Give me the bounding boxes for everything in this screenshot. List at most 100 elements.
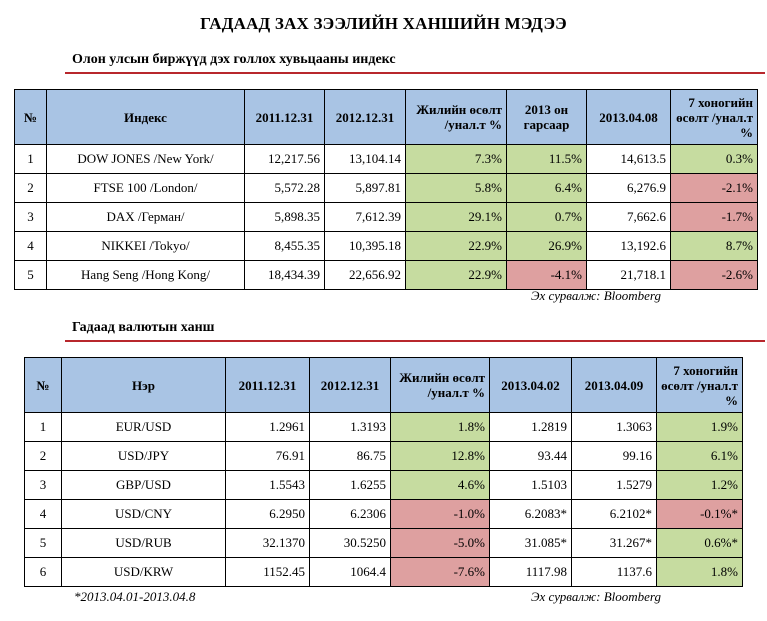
col-header-weekly: 7 хоногийн өсөлт /унал.т %	[656, 357, 743, 413]
value-date1: 93.44	[489, 441, 572, 471]
value-2011: 5,898.35	[244, 202, 325, 232]
row-no: 1	[24, 412, 62, 442]
yoy-change: 4.6%	[390, 470, 490, 500]
value-2011: 18,434.39	[244, 260, 325, 290]
current-value: 21,718.1	[586, 260, 671, 290]
table-row: 6 USD/KRW 1152.45 1064.4 -7.6% 1117.98 1…	[24, 557, 743, 587]
value-date2: 1.5279	[571, 470, 657, 500]
weekly-change: -2.6%	[670, 260, 758, 290]
weekly-change: -0.1%*	[656, 499, 743, 529]
index-name: DOW JONES /New York/	[46, 144, 245, 174]
row-no: 3	[24, 470, 62, 500]
indices-heading-rule	[65, 72, 765, 74]
value-2012: 5,897.81	[324, 173, 406, 203]
weekly-change: 0.6%*	[656, 528, 743, 558]
weekly-change: 0.3%	[670, 144, 758, 174]
value-2011: 5,572.28	[244, 173, 325, 203]
value-date1: 31.085*	[489, 528, 572, 558]
yoy-change: 1.8%	[390, 412, 490, 442]
row-no: 4	[14, 231, 47, 261]
indices-header-row: № Индекс 2011.12.31 2012.12.31 Жилийн өс…	[14, 89, 758, 145]
value-2012: 6.2306	[309, 499, 391, 529]
ytd-change: 26.9%	[506, 231, 587, 261]
value-2011: 76.91	[225, 441, 310, 471]
indices-heading: Олон улсын биржүүд дэх голлох хувьцааны …	[72, 52, 396, 67]
value-date1: 1117.98	[489, 557, 572, 587]
col-header-2011: 2011.12.31	[225, 357, 310, 413]
col-header-2011: 2011.12.31	[244, 89, 325, 145]
row-no: 3	[14, 202, 47, 232]
col-header-date2: 2013.04.09	[571, 357, 657, 413]
yoy-change: 5.8%	[405, 173, 507, 203]
value-2012: 1.6255	[309, 470, 391, 500]
weekly-change: 1.9%	[656, 412, 743, 442]
value-2012: 1064.4	[309, 557, 391, 587]
yoy-change: -1.0%	[390, 499, 490, 529]
page-title: ГАДААД ЗАХ ЗЭЭЛИЙН ХАНШИЙН МЭДЭЭ	[200, 14, 567, 33]
col-header-no: №	[14, 89, 47, 145]
value-2011: 1.5543	[225, 470, 310, 500]
value-2011: 12,217.56	[244, 144, 325, 174]
pair-name: USD/KRW	[61, 557, 226, 587]
table-row: 5 Hang Seng /Hong Kong/ 18,434.39 22,656…	[14, 260, 758, 290]
col-header-date1: 2013.04.02	[489, 357, 572, 413]
pair-name: USD/JPY	[61, 441, 226, 471]
yoy-change: 12.8%	[390, 441, 490, 471]
col-header-no: №	[24, 357, 62, 413]
row-no: 4	[24, 499, 62, 529]
value-2012: 86.75	[309, 441, 391, 471]
table-row: 4 NIKKEI /Tokyo/ 8,455.35 10,395.18 22.9…	[14, 231, 758, 261]
weekly-change: 1.8%	[656, 557, 743, 587]
value-date2: 1137.6	[571, 557, 657, 587]
value-2011: 1152.45	[225, 557, 310, 587]
table-row: 1 DOW JONES /New York/ 12,217.56 13,104.…	[14, 144, 758, 174]
col-header-2012: 2012.12.31	[324, 89, 406, 145]
weekly-change: 1.2%	[656, 470, 743, 500]
value-2011: 6.2950	[225, 499, 310, 529]
indices-table: № Индекс 2011.12.31 2012.12.31 Жилийн өс…	[14, 89, 758, 290]
yoy-change: 22.9%	[405, 260, 507, 290]
yoy-change: -5.0%	[390, 528, 490, 558]
index-name: NIKKEI /Tokyo/	[46, 231, 245, 261]
col-header-name: Нэр	[61, 357, 226, 413]
weekly-change: 6.1%	[656, 441, 743, 471]
pair-name: USD/CNY	[61, 499, 226, 529]
currency-source: Эх сурвалж: Bloomberg	[531, 589, 661, 604]
index-name: FTSE 100 /London/	[46, 173, 245, 203]
value-date2: 31.267*	[571, 528, 657, 558]
ytd-change: 0.7%	[506, 202, 587, 232]
value-2011: 1.2961	[225, 412, 310, 442]
value-date1: 1.2819	[489, 412, 572, 442]
value-2012: 1.3193	[309, 412, 391, 442]
row-no: 5	[24, 528, 62, 558]
weekly-change: -2.1%	[670, 173, 758, 203]
weekly-change: -1.7%	[670, 202, 758, 232]
table-row: 3 DAX /Герман/ 5,898.35 7,612.39 29.1% 0…	[14, 202, 758, 232]
table-row: 1 EUR/USD 1.2961 1.3193 1.8% 1.2819 1.30…	[24, 412, 743, 442]
pair-name: USD/RUB	[61, 528, 226, 558]
row-no: 5	[14, 260, 47, 290]
currency-footnote: *2013.04.01-2013.04.8	[74, 589, 196, 604]
col-header-2012: 2012.12.31	[309, 357, 391, 413]
ytd-change: 6.4%	[506, 173, 587, 203]
value-date1: 6.2083*	[489, 499, 572, 529]
row-no: 2	[24, 441, 62, 471]
weekly-change: 8.7%	[670, 231, 758, 261]
col-header-yoy: Жилийн өсөлт /унал.т %	[390, 357, 490, 413]
row-no: 6	[24, 557, 62, 587]
yoy-change: 7.3%	[405, 144, 507, 174]
col-header-index: Индекс	[46, 89, 245, 145]
value-date2: 99.16	[571, 441, 657, 471]
col-header-ytd: 2013 он гарсаар	[506, 89, 587, 145]
row-no: 1	[14, 144, 47, 174]
value-date1: 1.5103	[489, 470, 572, 500]
col-header-current: 2013.04.08	[586, 89, 671, 145]
current-value: 7,662.6	[586, 202, 671, 232]
ytd-change: 11.5%	[506, 144, 587, 174]
col-header-yoy: Жилийн өсөлт /унал.т %	[405, 89, 507, 145]
pair-name: GBP/USD	[61, 470, 226, 500]
current-value: 6,276.9	[586, 173, 671, 203]
currency-table: № Нэр 2011.12.31 2012.12.31 Жилийн өсөлт…	[24, 357, 743, 587]
value-2011: 8,455.35	[244, 231, 325, 261]
col-header-weekly: 7 хоногийн өсөлт /унал.т %	[670, 89, 758, 145]
